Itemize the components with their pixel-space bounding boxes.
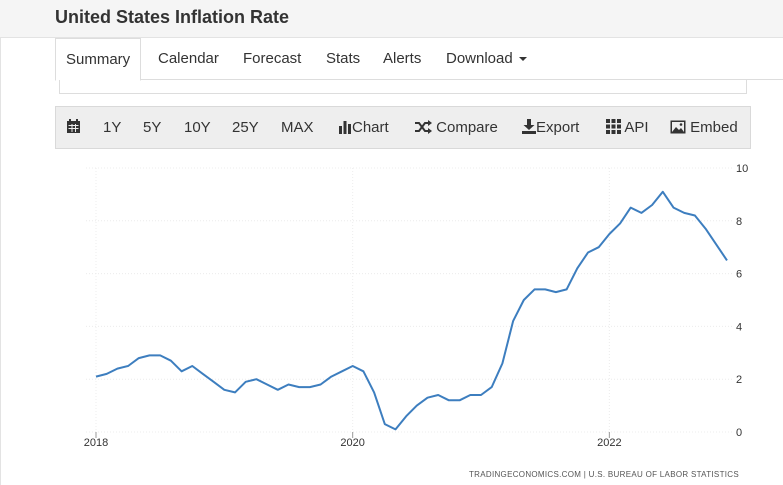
compare-button[interactable]: Compare [414, 107, 498, 148]
tab-download[interactable]: Download [446, 38, 527, 80]
grid-icon [606, 119, 621, 134]
calendar-icon [67, 119, 80, 133]
inflation-series-line [95, 190, 728, 431]
range-10y[interactable]: 10Y [184, 119, 211, 136]
y-tick-label: 10 [736, 163, 748, 175]
range-max[interactable]: MAX [281, 119, 314, 136]
bar-chart-icon [339, 121, 351, 134]
x-axis: 2018 2020 2022 [84, 432, 622, 449]
summary-panel [59, 80, 747, 94]
chart-toolbar: 1Y 5Y 10Y 25Y MAX Chart Compare Export [55, 106, 751, 149]
header-bar: United States Inflation Rate [0, 0, 783, 38]
tab-calendar[interactable]: Calendar [158, 50, 219, 67]
download-icon [522, 119, 536, 134]
chart-source: TRADINGECONOMICS.COM | U.S. BUREAU OF LA… [469, 470, 739, 479]
compare-label: Compare [436, 119, 498, 136]
page-title: United States Inflation Rate [55, 7, 290, 27]
tab-summary[interactable]: Summary [55, 38, 142, 81]
shuffle-icon [415, 120, 432, 134]
chart-label: Chart [352, 119, 389, 136]
y-tick-label: 6 [736, 269, 742, 281]
tab-forecast[interactable]: Forecast [243, 50, 302, 67]
left-border [0, 38, 1, 485]
range-25y[interactable]: 25Y [232, 119, 259, 136]
x-tick-label: 2018 [84, 437, 108, 449]
y-axis: 0 2 4 6 8 10 [736, 163, 748, 439]
tab-download-label: Download [446, 50, 513, 67]
api-label: API [624, 119, 649, 136]
embed-button[interactable]: Embed [670, 107, 738, 148]
export-label: Export [536, 119, 580, 136]
x-tick-label: 2022 [597, 437, 621, 449]
y-tick-label: 4 [736, 321, 742, 333]
range-5y[interactable]: 5Y [143, 119, 162, 136]
y-tick-label: 8 [736, 216, 742, 228]
inflation-chart: 2018 2020 2022 0 2 4 6 8 10 TRADINGECONOMICS.CO… [84, 163, 748, 479]
caret-down-icon [518, 57, 527, 62]
x-tick-label: 2020 [340, 437, 364, 449]
calendar-button[interactable] [66, 107, 81, 148]
y-tick-label: 2 [736, 374, 742, 386]
range-1y[interactable]: 1Y [103, 119, 122, 136]
gridlines [86, 167, 733, 434]
export-button[interactable]: Export [522, 107, 579, 148]
embed-label: Embed [690, 119, 738, 136]
y-tick-label: 0 [736, 427, 742, 439]
tab-alerts[interactable]: Alerts [383, 50, 422, 67]
chart-button[interactable]: Chart [338, 107, 389, 148]
tab-stats[interactable]: Stats [326, 50, 361, 67]
image-icon [670, 120, 686, 134]
api-button[interactable]: API [606, 107, 649, 148]
tab-bar: Summary Calendar Forecast Stats Alerts D… [55, 38, 783, 81]
